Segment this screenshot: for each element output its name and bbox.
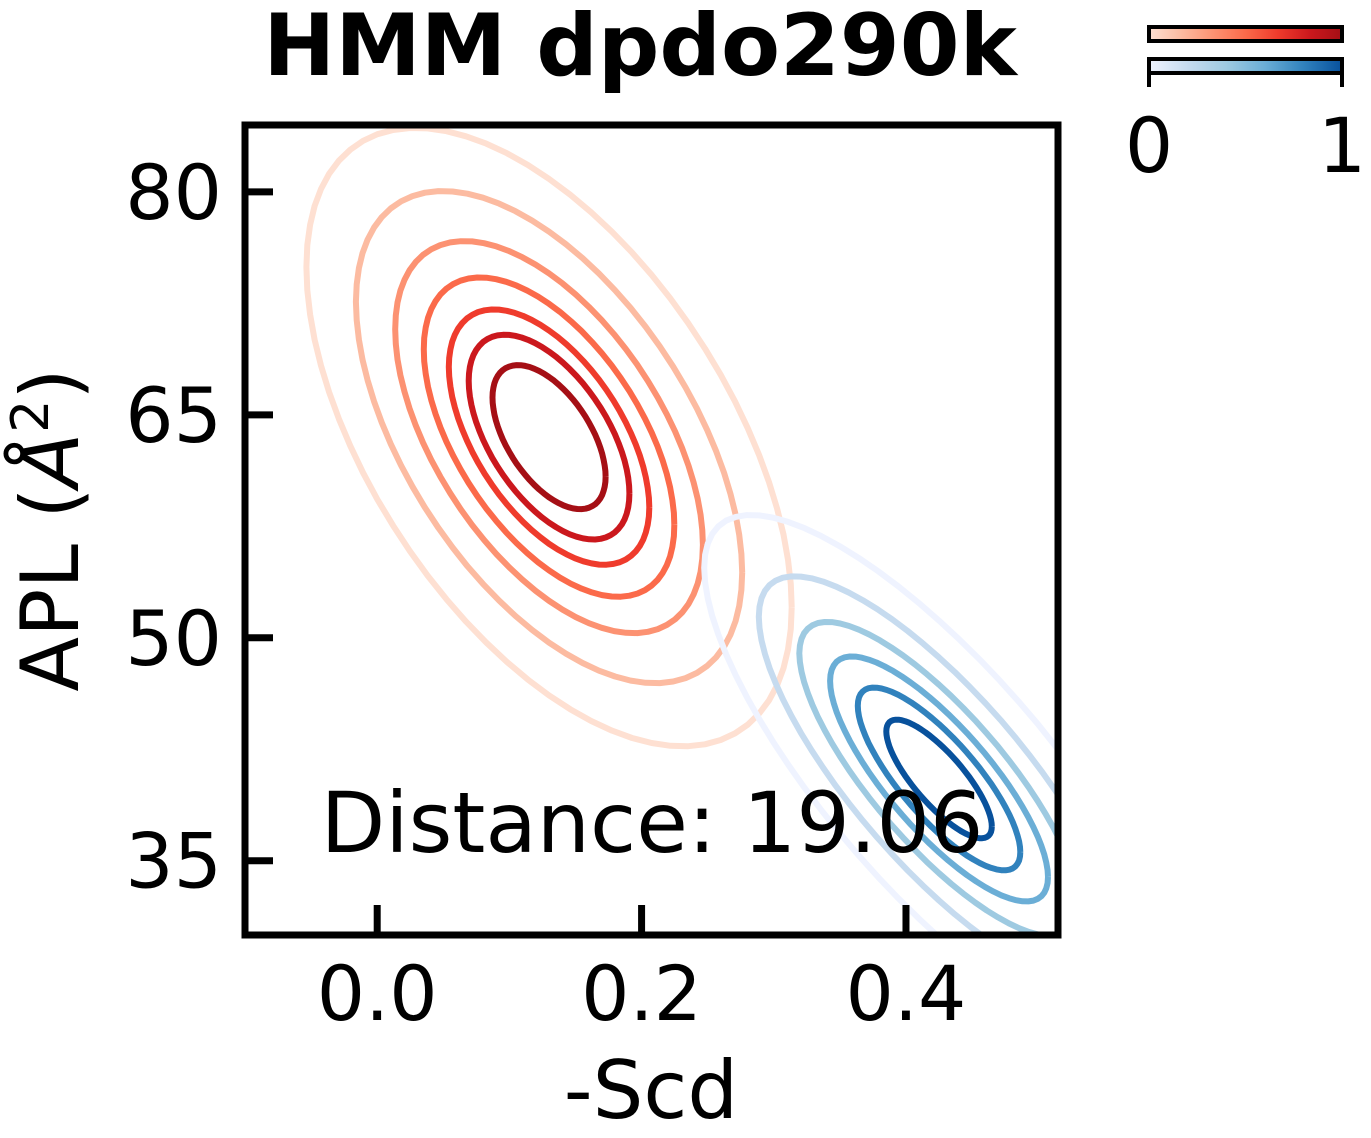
x-axis: 0.0 0.2 0.4 (317, 905, 967, 1038)
blue-contour-level-2 (755, 573, 1058, 935)
red-contour-level-5 (445, 306, 653, 568)
x-tick-label: 0.0 (317, 949, 438, 1038)
red-contour-level-1 (303, 125, 795, 750)
distance-annotation: Distance: 19.06 (321, 774, 984, 872)
y-tick-label: 80 (125, 148, 222, 237)
x-axis-title: -Scd (564, 1044, 738, 1137)
x-tick-label: 0.2 (581, 949, 702, 1038)
blues-colorbar (1147, 57, 1344, 75)
blue-contour-level-3 (796, 619, 1058, 935)
blue-contour-level-4 (827, 653, 1051, 905)
reds-colorbar (1147, 25, 1344, 43)
y-axis-title-exponent: 2 (1, 400, 61, 433)
colorbar-tick-label-0: 0 (1125, 101, 1173, 190)
colorbar-legend: 0 1 (1125, 25, 1366, 190)
red-contour-level-4 (420, 274, 678, 600)
y-axis-title: APL (Å2) (1, 368, 97, 691)
red-contour-level-2 (352, 188, 746, 687)
x-tick-label: 0.4 (846, 949, 967, 1038)
red-contour-level-7 (489, 362, 609, 513)
red-contour-level-6 (465, 331, 633, 543)
red-contour-level-3 (392, 238, 706, 637)
y-tick-label: 35 (125, 817, 222, 906)
y-axis: 35 50 65 80 (125, 148, 273, 906)
colorbar-tick-label-1: 1 (1318, 101, 1366, 190)
contour-layer (303, 125, 1058, 935)
y-axis-title-symbol: Å (3, 433, 97, 493)
y-axis-title-main: APL ( (4, 487, 97, 691)
blue-contour-level-6 (883, 716, 995, 842)
blue-contour-level-5 (854, 684, 1024, 874)
chart-title: HMM dpdo290k (263, 0, 1018, 96)
y-axis-title-close: ) (4, 368, 97, 399)
plot-frame (241, 121, 1062, 939)
y-tick-label: 65 (125, 371, 222, 460)
y-tick-label: 50 (125, 594, 222, 683)
